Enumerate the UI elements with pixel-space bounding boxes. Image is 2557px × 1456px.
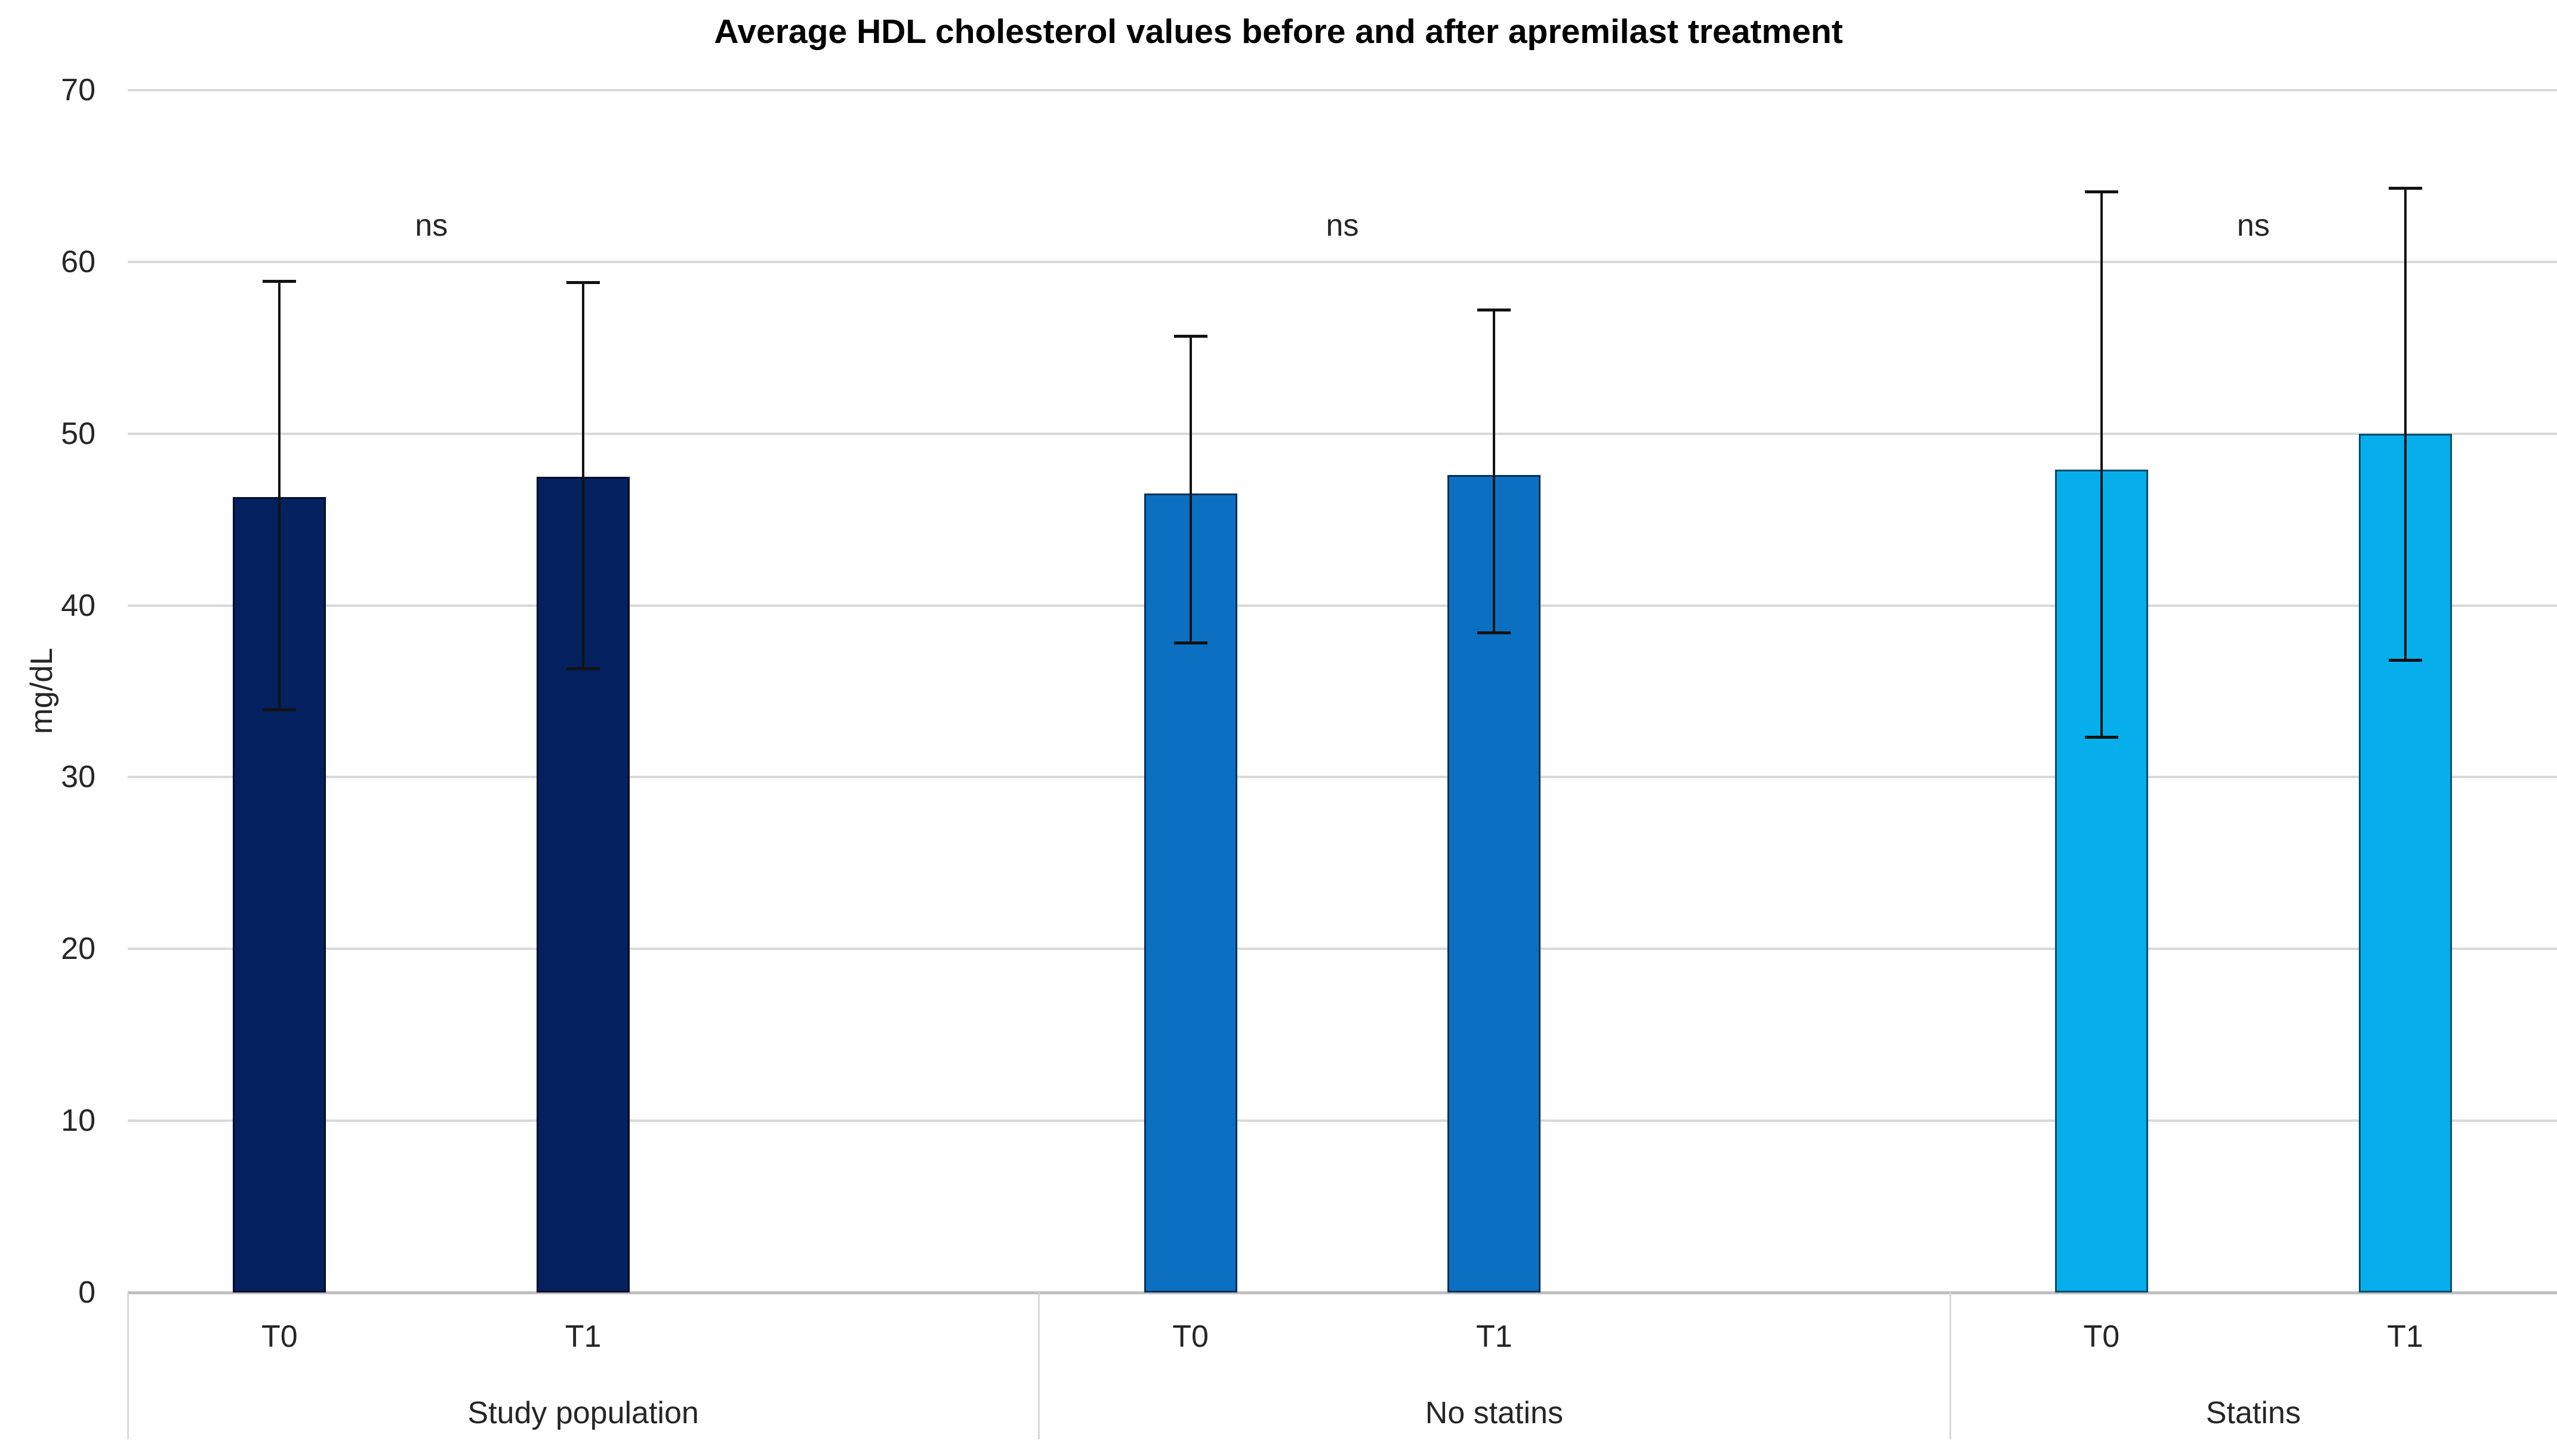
chart-title: Average HDL cholesterol values before an… bbox=[714, 13, 1843, 51]
group-label: Statins bbox=[2205, 1396, 2301, 1430]
x-axis-line bbox=[128, 1291, 2557, 1294]
error-bar-cap-bottom bbox=[2388, 658, 2422, 662]
gridline bbox=[128, 776, 2557, 779]
significance-label: ns bbox=[415, 208, 448, 243]
y-tick-label: 30 bbox=[61, 760, 95, 795]
x-tick-label: T0 bbox=[2083, 1319, 2120, 1354]
error-bar-line bbox=[2100, 191, 2103, 738]
category-divider bbox=[127, 1292, 129, 1439]
gridline bbox=[128, 89, 2557, 91]
significance-label: ns bbox=[2236, 208, 2270, 243]
error-bar-cap-bottom bbox=[1477, 631, 1511, 634]
error-bar-cap-bottom bbox=[566, 667, 600, 671]
error-bar-cap-bottom bbox=[1173, 641, 1207, 644]
bar-statins-t1 bbox=[2358, 433, 2452, 1292]
error-bar-line bbox=[1189, 335, 1192, 643]
error-bar-line bbox=[2404, 188, 2407, 661]
error-bar-cap-top bbox=[263, 279, 297, 283]
error-bar-cap-top bbox=[1173, 334, 1207, 338]
significance-label: ns bbox=[1326, 208, 1359, 243]
y-tick-label: 60 bbox=[61, 244, 95, 279]
category-divider bbox=[1038, 1292, 1040, 1439]
error-bar-cap-top bbox=[2388, 187, 2422, 190]
gridline bbox=[128, 604, 2557, 607]
x-tick-label: T0 bbox=[261, 1319, 298, 1354]
gridline bbox=[128, 260, 2557, 263]
category-divider bbox=[1949, 1292, 1951, 1439]
y-tick-label: 0 bbox=[78, 1275, 95, 1310]
y-tick-label: 20 bbox=[61, 931, 95, 967]
y-tick-label: 40 bbox=[61, 588, 95, 623]
error-bar-cap-bottom bbox=[263, 708, 297, 712]
x-tick-label: T1 bbox=[2387, 1319, 2423, 1354]
y-axis-title: mg/dL bbox=[24, 647, 59, 735]
error-bar-line bbox=[582, 282, 585, 670]
y-tick-label: 70 bbox=[61, 73, 95, 107]
gridline bbox=[128, 948, 2557, 951]
error-bar-line bbox=[1493, 310, 1496, 633]
y-tick-label: 50 bbox=[61, 416, 95, 451]
y-tick-label: 10 bbox=[61, 1103, 95, 1139]
error-bar-cap-top bbox=[2084, 190, 2118, 193]
x-tick-label: T1 bbox=[565, 1319, 602, 1354]
gridline bbox=[128, 432, 2557, 435]
error-bar-cap-bottom bbox=[2084, 736, 2118, 739]
x-tick-label: T0 bbox=[1172, 1319, 1209, 1354]
group-label: No statins bbox=[1425, 1396, 1563, 1430]
x-tick-label: T1 bbox=[1476, 1319, 1512, 1354]
group-label: Study population bbox=[467, 1396, 699, 1430]
error-bar-cap-top bbox=[566, 281, 600, 285]
error-bar-line bbox=[278, 280, 281, 711]
gridline bbox=[128, 1119, 2557, 1122]
error-bar-cap-top bbox=[1477, 309, 1511, 312]
